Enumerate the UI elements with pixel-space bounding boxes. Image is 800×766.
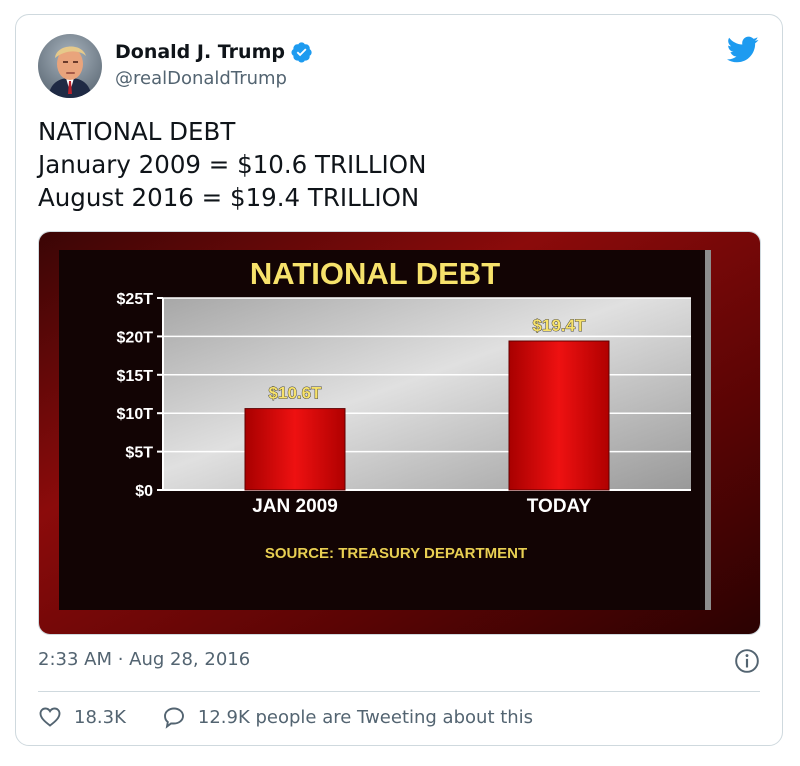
x-tick-labels: JAN 2009 TODAY <box>252 496 591 517</box>
bars: $10.6T $19.4T <box>244 316 610 491</box>
y-tick-label: $20T <box>117 329 154 346</box>
y-tick-label: $5T <box>125 445 153 462</box>
chart-panel-edge <box>705 250 711 610</box>
author-name[interactable]: Donald J. Trump <box>115 41 285 63</box>
twitter-bird-icon[interactable] <box>727 36 759 64</box>
bar <box>244 408 346 491</box>
tweet-media-image[interactable]: NATIONAL DEBT $0 $5T $10T $15T $20T $25T $10.… <box>38 231 761 635</box>
chart-title: NATIONAL DEBT <box>250 256 500 291</box>
avatar[interactable] <box>38 34 102 98</box>
tweet-actions: 18.3K 12.9K people are Tweeting about th… <box>38 705 533 729</box>
y-tick-label: $25T <box>117 291 154 308</box>
tweeting-about-count: 12.9K people are Tweeting about this <box>197 706 534 728</box>
x-tick-label: TODAY <box>527 496 592 517</box>
chart-source: SOURCE: TREASURY DEPARTMENT <box>265 545 527 562</box>
national-debt-chart: NATIONAL DEBT $0 $5T $10T $15T $20T $25T $10.… <box>39 232 760 634</box>
x-tick-label: JAN 2009 <box>252 496 338 517</box>
info-icon[interactable] <box>734 648 760 674</box>
y-tick-label: $10T <box>117 406 154 423</box>
author-name-row: Donald J. Trump <box>115 41 313 63</box>
plot-area <box>163 298 691 490</box>
bar-value-label: $19.4T <box>533 316 587 335</box>
y-tick-label: $0 <box>135 483 153 500</box>
verified-badge-icon <box>291 42 312 63</box>
bar <box>508 340 610 491</box>
speech-bubble-icon <box>163 707 184 729</box>
bar-value-label: $10.6T <box>269 384 323 403</box>
heart-icon <box>39 707 61 727</box>
tweeting-about-button[interactable]: 12.9K people are Tweeting about this <box>162 705 533 729</box>
tweet-text: NATIONAL DEBT January 2009 = $10.6 TRILL… <box>38 117 427 212</box>
author-handle[interactable]: @realDonaldTrump <box>115 68 287 89</box>
divider <box>38 691 760 692</box>
avatar-image <box>38 34 102 98</box>
like-button[interactable]: 18.3K <box>38 705 126 729</box>
like-count: 18.3K <box>74 706 126 728</box>
tweet-card: Donald J. Trump @realDonaldTrump NATIONA… <box>15 14 783 746</box>
tweet-timestamp[interactable]: 2:33 AM · Aug 28, 2016 <box>38 649 251 670</box>
y-tick-labels: $0 $5T $10T $15T $20T $25T <box>117 291 154 500</box>
y-tick-label: $15T <box>117 368 154 385</box>
